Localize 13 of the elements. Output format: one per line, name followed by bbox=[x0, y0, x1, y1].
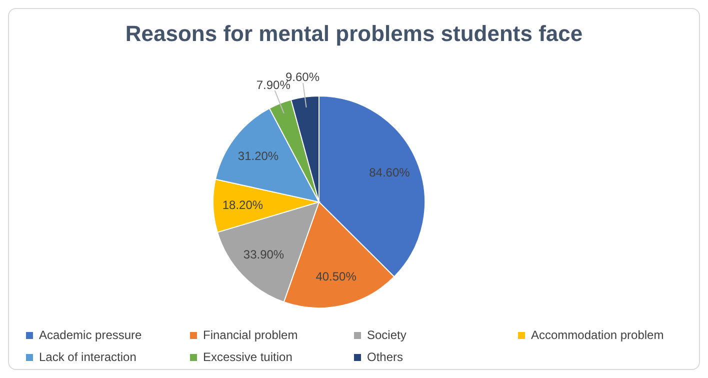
data-label: 31.20% bbox=[238, 148, 279, 163]
legend-label: Accommodation problem bbox=[531, 328, 664, 342]
legend-label: Excessive tuition bbox=[203, 350, 292, 364]
legend-label: Others bbox=[367, 350, 404, 364]
data-label: 18.20% bbox=[222, 198, 264, 212]
legend-label: Academic pressure bbox=[39, 328, 142, 342]
legend-label: Financial problem bbox=[203, 328, 298, 342]
legend-label: Lack of interaction bbox=[39, 350, 136, 364]
data-label: 33.90% bbox=[243, 248, 284, 262]
chart-title: Reasons for mental problems students face bbox=[124, 20, 584, 48]
legend-label: Society bbox=[367, 328, 406, 342]
data-label: 84.60% bbox=[369, 166, 410, 180]
data-label: 40.50% bbox=[316, 269, 357, 284]
